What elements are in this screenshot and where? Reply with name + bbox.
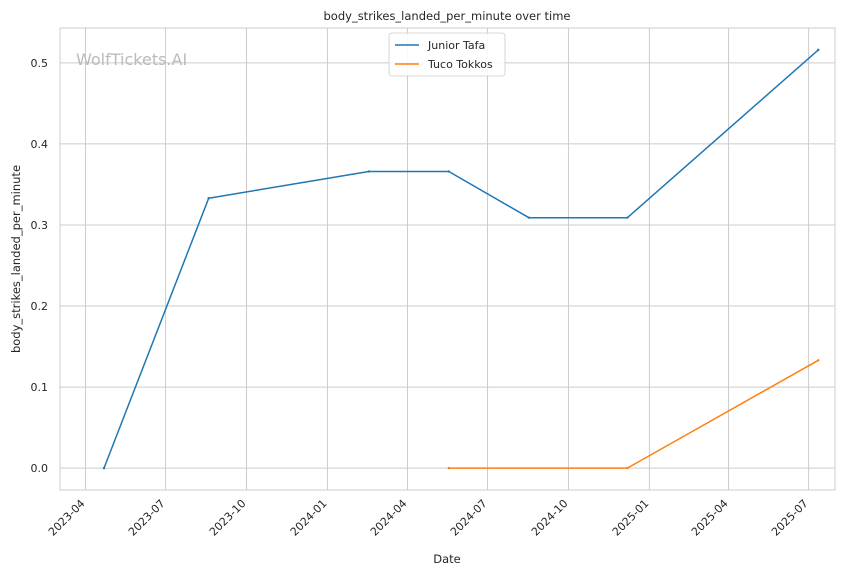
y-tick-label: 0.5 — [31, 57, 49, 70]
x-tick-label: 2023-10 — [207, 497, 249, 539]
series-layer — [102, 48, 820, 470]
x-axis-ticks: 2023-04 2023-07 2023-10 2024-01 2024-04 2024-… — [46, 497, 811, 539]
data-point — [527, 216, 531, 219]
data-point — [102, 466, 106, 470]
y-tick-label: 0.1 — [31, 381, 49, 394]
data-point — [447, 466, 451, 470]
legend: Junior Tafa Tuco Tokkos — [388, 32, 506, 77]
plot-area — [59, 27, 836, 491]
x-tick-label: 2024-07 — [448, 497, 490, 539]
data-point — [626, 466, 629, 470]
data-point — [447, 170, 451, 173]
y-tick-label: 0.2 — [31, 300, 49, 313]
legend-box — [388, 32, 506, 77]
legend-label-junior-tafa: Junior Tafa — [427, 39, 485, 52]
x-axis-label: Date — [433, 552, 461, 566]
legend-label-tuco-tokkos: Tuco Tokkos — [427, 58, 493, 71]
x-tick-label: 2024-04 — [368, 497, 410, 539]
x-tick-label: 2025-01 — [610, 497, 652, 539]
y-axis-label: body_strikes_landed_per_minute — [9, 165, 23, 353]
y-tick-label: 0.0 — [31, 462, 49, 475]
data-point — [367, 170, 370, 173]
chart-title: body_strikes_landed_per_minute over time — [324, 9, 571, 23]
watermark: WolfTickets.AI — [76, 50, 187, 69]
data-point — [626, 216, 629, 219]
y-tick-label: 0.3 — [31, 219, 49, 232]
x-tick-label: 2025-07 — [769, 497, 811, 539]
y-tick-label: 0.4 — [31, 138, 49, 151]
x-tick-label: 2025-04 — [689, 497, 731, 539]
x-tick-label: 2024-01 — [288, 497, 330, 539]
x-tick-label: 2024-10 — [529, 497, 571, 539]
x-tick-label: 2023-07 — [126, 497, 168, 539]
y-axis-ticks: 0.0 0.1 0.2 0.3 0.4 0.5 — [31, 57, 49, 475]
data-point — [207, 197, 210, 200]
data-point — [817, 48, 820, 52]
x-tick-label: 2023-04 — [46, 497, 88, 539]
data-point — [817, 359, 820, 362]
